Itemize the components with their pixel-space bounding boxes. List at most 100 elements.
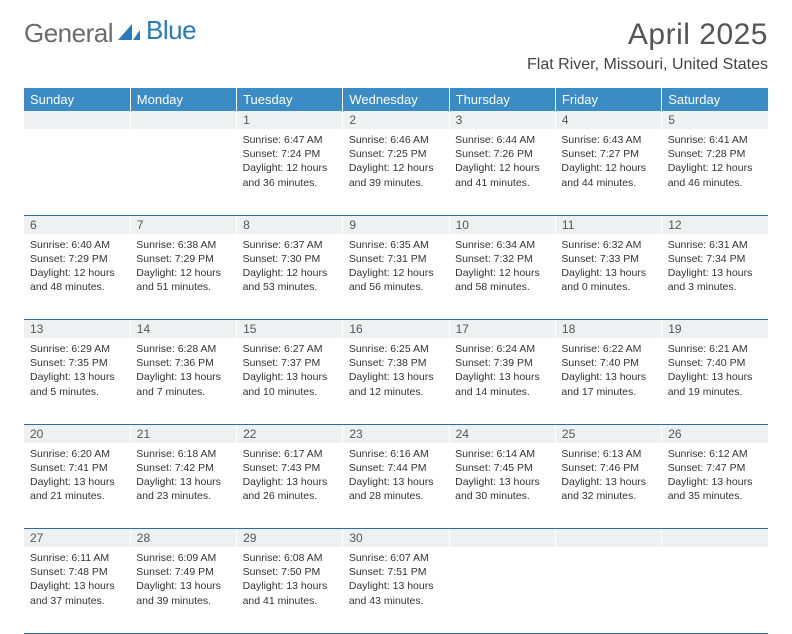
daylight-text: Daylight: 12 hours <box>668 161 762 175</box>
calendar-cell: Sunrise: 6:22 AMSunset: 7:40 PMDaylight:… <box>555 338 661 424</box>
calendar-week-row: Sunrise: 6:11 AMSunset: 7:48 PMDaylight:… <box>24 547 768 633</box>
daylight-text: and 21 minutes. <box>30 489 123 503</box>
daylight-text: and 44 minutes. <box>561 176 654 190</box>
calendar-cell: Sunrise: 6:16 AMSunset: 7:44 PMDaylight:… <box>343 443 449 529</box>
calendar-cell: Sunrise: 6:14 AMSunset: 7:45 PMDaylight:… <box>449 443 555 529</box>
sunset-text: Sunset: 7:25 PM <box>349 147 442 161</box>
day-header: Monday <box>130 88 236 111</box>
calendar-cell: Sunrise: 6:21 AMSunset: 7:40 PMDaylight:… <box>662 338 768 424</box>
daylight-text: Daylight: 12 hours <box>349 266 442 280</box>
sunset-text: Sunset: 7:41 PM <box>30 461 123 475</box>
calendar-cell: Sunrise: 6:32 AMSunset: 7:33 PMDaylight:… <box>555 234 661 320</box>
calendar-cell: Sunrise: 6:07 AMSunset: 7:51 PMDaylight:… <box>343 547 449 633</box>
day-header: Tuesday <box>237 88 343 111</box>
day-number: 3 <box>449 111 555 129</box>
day-number: 11 <box>555 215 661 234</box>
daylight-text: and 7 minutes. <box>136 385 229 399</box>
sunrise-text: Sunrise: 6:31 AM <box>668 238 762 252</box>
day-number <box>555 529 661 548</box>
daylight-text: and 36 minutes. <box>243 176 336 190</box>
sunrise-text: Sunrise: 6:47 AM <box>243 133 336 147</box>
calendar-cell: Sunrise: 6:29 AMSunset: 7:35 PMDaylight:… <box>24 338 130 424</box>
day-number: 14 <box>130 320 236 339</box>
sunrise-text: Sunrise: 6:28 AM <box>136 342 229 356</box>
sunrise-text: Sunrise: 6:09 AM <box>136 551 229 565</box>
sunrise-text: Sunrise: 6:32 AM <box>561 238 654 252</box>
day-number: 25 <box>555 424 661 443</box>
sunset-text: Sunset: 7:47 PM <box>668 461 762 475</box>
daylight-text: and 17 minutes. <box>561 385 654 399</box>
page-header: General Blue April 2025 Flat River, Miss… <box>0 0 792 74</box>
day-number: 2 <box>343 111 449 129</box>
sunset-text: Sunset: 7:28 PM <box>668 147 762 161</box>
day-header: Thursday <box>449 88 555 111</box>
calendar-cell <box>555 547 661 633</box>
calendar-cell <box>130 129 236 215</box>
sunset-text: Sunset: 7:32 PM <box>455 252 548 266</box>
day-number: 10 <box>449 215 555 234</box>
sunset-text: Sunset: 7:46 PM <box>561 461 654 475</box>
day-number: 7 <box>130 215 236 234</box>
sunrise-text: Sunrise: 6:20 AM <box>30 447 123 461</box>
day-number: 29 <box>237 529 343 548</box>
daylight-text: Daylight: 13 hours <box>30 579 123 593</box>
daylight-text: and 39 minutes. <box>349 176 442 190</box>
day-number: 19 <box>662 320 768 339</box>
daylight-text: and 48 minutes. <box>30 280 123 294</box>
daylight-text: Daylight: 13 hours <box>349 579 442 593</box>
day-number: 15 <box>237 320 343 339</box>
day-number: 27 <box>24 529 130 548</box>
sunrise-text: Sunrise: 6:46 AM <box>349 133 442 147</box>
sunrise-text: Sunrise: 6:40 AM <box>30 238 123 252</box>
daylight-text: and 41 minutes. <box>455 176 548 190</box>
daylight-text: Daylight: 13 hours <box>30 370 123 384</box>
daylight-text: Daylight: 13 hours <box>136 579 229 593</box>
sunset-text: Sunset: 7:44 PM <box>349 461 442 475</box>
daylight-text: and 0 minutes. <box>561 280 654 294</box>
sunset-text: Sunset: 7:39 PM <box>455 356 548 370</box>
logo: General Blue <box>24 18 196 49</box>
calendar-cell: Sunrise: 6:25 AMSunset: 7:38 PMDaylight:… <box>343 338 449 424</box>
sunset-text: Sunset: 7:45 PM <box>455 461 548 475</box>
calendar-cell: Sunrise: 6:43 AMSunset: 7:27 PMDaylight:… <box>555 129 661 215</box>
calendar-cell: Sunrise: 6:38 AMSunset: 7:29 PMDaylight:… <box>130 234 236 320</box>
sunrise-text: Sunrise: 6:21 AM <box>668 342 762 356</box>
sunset-text: Sunset: 7:49 PM <box>136 565 229 579</box>
daylight-text: and 46 minutes. <box>668 176 762 190</box>
sunset-text: Sunset: 7:31 PM <box>349 252 442 266</box>
calendar-cell: Sunrise: 6:37 AMSunset: 7:30 PMDaylight:… <box>237 234 343 320</box>
logo-word-1: General <box>24 18 113 49</box>
daylight-text: Daylight: 12 hours <box>30 266 123 280</box>
calendar-cell: Sunrise: 6:18 AMSunset: 7:42 PMDaylight:… <box>130 443 236 529</box>
sunrise-text: Sunrise: 6:11 AM <box>30 551 123 565</box>
sunrise-text: Sunrise: 6:12 AM <box>668 447 762 461</box>
daylight-text: Daylight: 13 hours <box>243 475 336 489</box>
calendar-cell: Sunrise: 6:20 AMSunset: 7:41 PMDaylight:… <box>24 443 130 529</box>
sunset-text: Sunset: 7:29 PM <box>30 252 123 266</box>
calendar-week-row: Sunrise: 6:29 AMSunset: 7:35 PMDaylight:… <box>24 338 768 424</box>
day-number: 26 <box>662 424 768 443</box>
day-header: Saturday <box>662 88 768 111</box>
location-text: Flat River, Missouri, United States <box>527 56 768 74</box>
day-number-row: 13141516171819 <box>24 320 768 339</box>
day-number: 17 <box>449 320 555 339</box>
daylight-text: and 43 minutes. <box>349 594 442 608</box>
day-number <box>130 111 236 129</box>
sunset-text: Sunset: 7:42 PM <box>136 461 229 475</box>
day-number-row: 27282930 <box>24 529 768 548</box>
sunrise-text: Sunrise: 6:08 AM <box>243 551 336 565</box>
daylight-text: Daylight: 13 hours <box>136 370 229 384</box>
daylight-text: and 32 minutes. <box>561 489 654 503</box>
calendar-cell: Sunrise: 6:24 AMSunset: 7:39 PMDaylight:… <box>449 338 555 424</box>
daylight-text: Daylight: 13 hours <box>349 475 442 489</box>
sunset-text: Sunset: 7:33 PM <box>561 252 654 266</box>
sunrise-text: Sunrise: 6:37 AM <box>243 238 336 252</box>
daylight-text: Daylight: 12 hours <box>349 161 442 175</box>
day-header-row: Sunday Monday Tuesday Wednesday Thursday… <box>24 88 768 111</box>
calendar-cell: Sunrise: 6:11 AMSunset: 7:48 PMDaylight:… <box>24 547 130 633</box>
daylight-text: Daylight: 13 hours <box>243 579 336 593</box>
daylight-text: Daylight: 13 hours <box>561 475 654 489</box>
sunset-text: Sunset: 7:48 PM <box>30 565 123 579</box>
day-number: 20 <box>24 424 130 443</box>
calendar-cell <box>24 129 130 215</box>
